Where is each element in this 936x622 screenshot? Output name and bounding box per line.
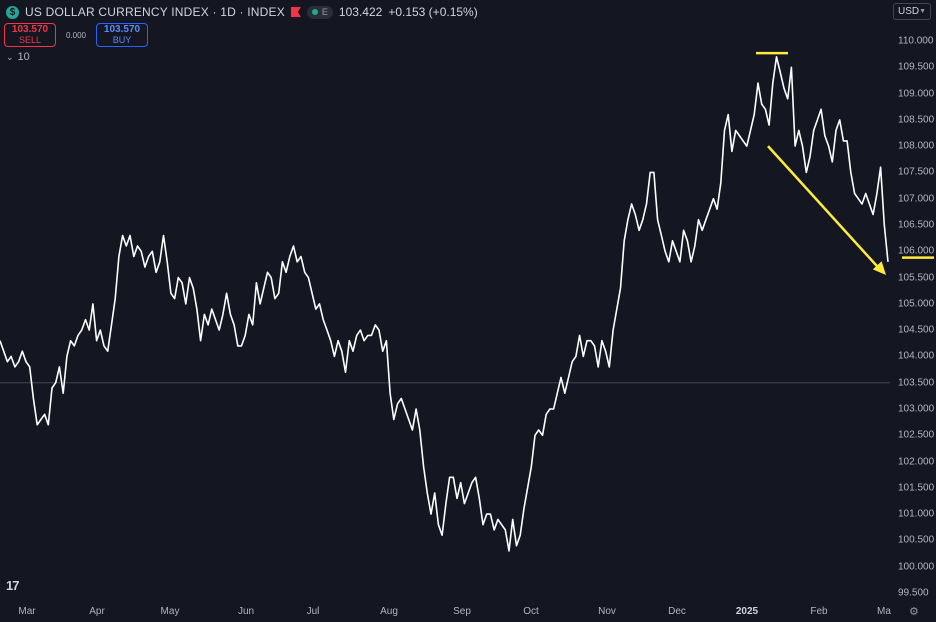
buy-button[interactable]: 103.570 BUY <box>96 23 148 47</box>
tradingview-logo[interactable]: 17 <box>6 578 20 593</box>
y-tick-label: 104.500 <box>898 324 935 336</box>
symbol-title[interactable]: US DOLLAR CURRENCY INDEX · 1D · INDEX <box>25 5 285 19</box>
y-tick-label: 107.000 <box>898 193 935 205</box>
downtrend-arrow <box>767 145 881 271</box>
currency-select[interactable]: USD ▼ <box>893 3 931 20</box>
x-tick-label: Mar <box>18 606 36 617</box>
price-change: +0.153 (+0.15%) <box>388 5 478 19</box>
exchange-badge: E <box>321 7 328 17</box>
indicators-toggle[interactable]: ⌄ 10 <box>6 51 30 63</box>
x-tick-label: Jun <box>237 606 255 617</box>
y-tick-label: 102.000 <box>898 456 935 468</box>
symbol-header[interactable]: $ US DOLLAR CURRENCY INDEX · 1D · INDEX … <box>6 4 478 20</box>
flag-icon[interactable] <box>290 7 301 17</box>
x-tick-label: Aug <box>380 606 398 617</box>
market-status-pill[interactable]: E <box>306 5 333 19</box>
y-tick-label: 104.000 <box>898 350 935 362</box>
y-tick-label: 108.500 <box>898 114 935 126</box>
y-tick-label: 101.000 <box>898 508 935 520</box>
y-tick-label: 101.500 <box>898 482 935 494</box>
last-price: 103.422 <box>338 5 383 19</box>
y-tick-label: 107.500 <box>898 166 935 178</box>
arrowhead <box>872 261 886 275</box>
buy-price: 103.570 <box>103 24 141 35</box>
x-tick-label: 2025 <box>735 606 759 617</box>
x-tick-label: Sep <box>453 606 471 617</box>
y-tick-label: 100.500 <box>898 534 935 546</box>
currency-label: USD <box>898 6 920 17</box>
x-tick-label: Jul <box>306 606 320 617</box>
sell-button[interactable]: 103.570 SELL <box>4 23 56 47</box>
y-tick-label: 100.000 <box>898 561 935 573</box>
x-tick-label: May <box>160 606 180 617</box>
status-dot-icon <box>311 9 318 15</box>
x-tick-label: Nov <box>598 606 616 617</box>
y-tick-label: 106.500 <box>898 219 935 231</box>
y-tick-label: 99.500 <box>898 587 929 599</box>
x-tick-label: Ma <box>877 606 891 617</box>
buy-label: BUY <box>112 35 132 45</box>
dollar-icon: $ <box>6 5 19 19</box>
y-tick-label: 103.500 <box>898 377 935 389</box>
y-tick-label: 110.000 <box>898 35 934 47</box>
annotations <box>756 51 934 275</box>
x-tick-label: Feb <box>810 606 828 617</box>
y-tick-label: 105.000 <box>898 298 935 310</box>
sell-price: 103.570 <box>11 24 49 35</box>
y-tick-label: 103.000 <box>898 403 935 415</box>
x-tick-label: Dec <box>668 606 686 617</box>
y-tick-label: 106.000 <box>898 245 935 257</box>
trade-panel: 103.570 SELL 0.000 103.570 BUY <box>4 23 148 47</box>
price-series-line <box>0 55 889 552</box>
chevron-down-icon: ⌄ <box>6 51 14 62</box>
y-tick-label: 109.000 <box>898 88 935 100</box>
indicator-count: 10 <box>17 51 30 63</box>
y-tick-label: 105.500 <box>898 272 935 284</box>
y-tick-label: 102.500 <box>898 429 935 441</box>
chevron-down-icon: ▼ <box>919 8 927 15</box>
x-tick-label: Oct <box>523 606 539 617</box>
sell-label: SELL <box>18 35 42 45</box>
gear-icon[interactable]: ⚙ <box>909 606 919 618</box>
x-tick-label: Apr <box>89 606 105 617</box>
y-tick-label: 108.000 <box>898 140 935 152</box>
spread-value: 0.000 <box>65 30 87 40</box>
y-tick-label: 109.500 <box>898 61 935 73</box>
